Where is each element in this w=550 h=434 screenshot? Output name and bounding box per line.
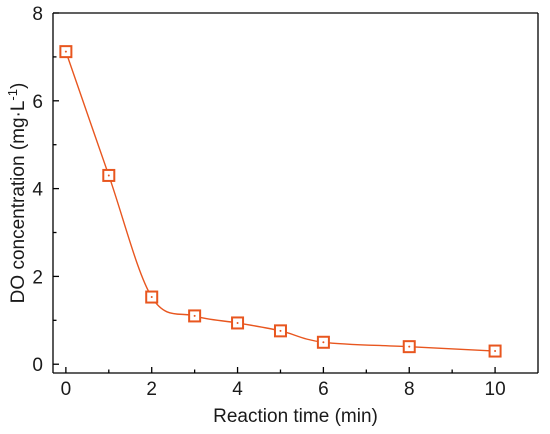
y-tick-label: 4 — [32, 180, 43, 201]
x-axis-title: Reaction time (min) — [213, 406, 378, 427]
x-tick-label: 10 — [485, 379, 506, 400]
y-axis-title-tail: ) — [8, 83, 29, 89]
x-ticks: 0 2 4 6 8 10 — [61, 367, 506, 400]
y-ticks: 0 2 4 6 8 — [32, 4, 59, 376]
data-point-center — [236, 321, 239, 324]
y-axis-title-main: DO concentration (mg·L — [8, 101, 29, 304]
data-point-center — [494, 350, 497, 353]
y-tick-label: 6 — [32, 92, 43, 113]
data-point-center — [107, 174, 110, 177]
series-line — [65, 51, 496, 352]
data-point-center — [322, 341, 325, 344]
y-tick-label: 0 — [32, 355, 43, 376]
series-layer — [59, 45, 502, 358]
x-tick-label: 6 — [318, 379, 329, 400]
y-axis-title-superscript: -1 — [5, 89, 20, 101]
x-tick-label: 2 — [146, 379, 157, 400]
y-tick-label: 2 — [32, 267, 43, 288]
data-point-center — [408, 345, 411, 348]
x-tick-label: 0 — [61, 379, 72, 400]
data-point-center — [193, 314, 196, 317]
data-point-center — [150, 296, 153, 299]
x-tick-label: 4 — [232, 379, 243, 400]
y-axis-title: DO concentration (mg·L-1) — [5, 83, 30, 304]
data-point-center — [64, 50, 67, 53]
data-point-center — [279, 329, 282, 332]
y-tick-label: 8 — [32, 4, 43, 25]
x-tick-label: 8 — [404, 379, 415, 400]
axes — [52, 12, 539, 374]
